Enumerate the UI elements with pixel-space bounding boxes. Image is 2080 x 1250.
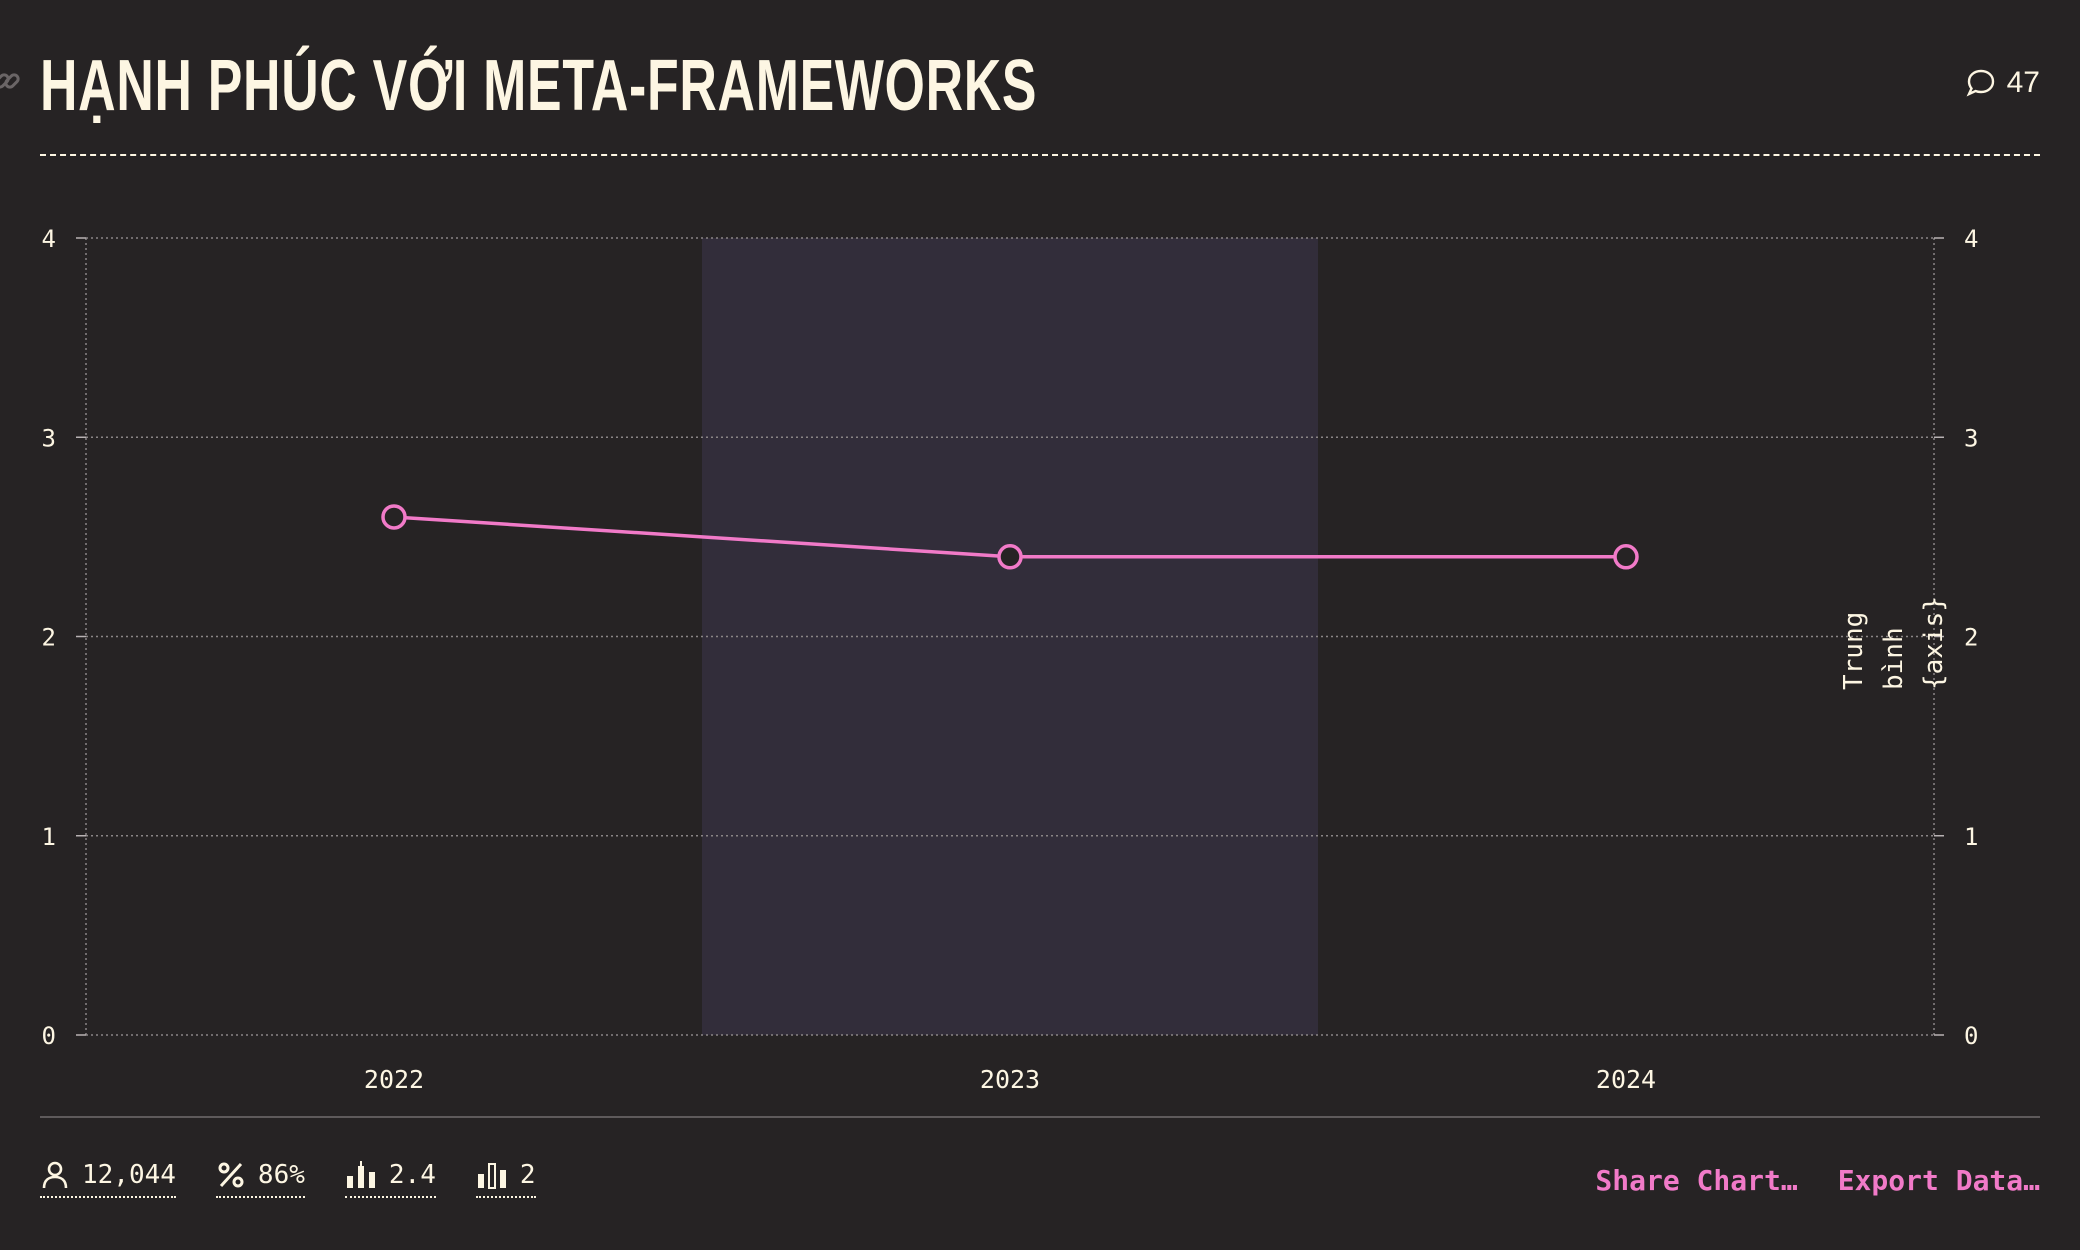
y-tick-label-left: 4 — [42, 225, 56, 253]
comment-icon — [1965, 67, 1997, 99]
chart-actions: Share Chart… Export Data… — [1595, 1164, 2040, 1197]
y-tick-label-right: 0 — [1964, 1022, 1978, 1050]
person-icon — [40, 1160, 70, 1190]
comment-count: 47 — [2006, 66, 2040, 99]
right-axis-title: {axis} — [1919, 596, 1949, 690]
bar-median-icon — [476, 1160, 508, 1190]
y-tick-label-left: 2 — [42, 624, 56, 652]
title-divider — [40, 154, 2040, 156]
highlight-band — [702, 238, 1318, 1035]
bar-mean-icon — [345, 1160, 377, 1190]
y-tick-label-left: 3 — [42, 424, 56, 452]
stats-bar: 12,044 86% 2.4 — [40, 1160, 536, 1198]
stat-value: 2.4 — [388, 1160, 436, 1190]
y-tick-label-right: 4 — [1964, 225, 1978, 253]
share-chart-button[interactable]: Share Chart… — [1595, 1164, 1798, 1197]
stat-mean[interactable]: 2.4 — [344, 1160, 436, 1198]
right-axis-title: bình — [1879, 627, 1909, 690]
x-tick-label: 2024 — [1596, 1065, 1656, 1094]
y-tick-label-left: 0 — [42, 1022, 56, 1050]
link-icon[interactable] — [0, 66, 22, 96]
data-point — [381, 504, 407, 530]
stat-value: 12,044 — [82, 1160, 176, 1190]
y-tick-label-right: 1 — [1964, 823, 1978, 851]
stat-respondents[interactable]: 12,044 — [40, 1160, 176, 1198]
stat-value: 86% — [257, 1160, 305, 1190]
export-data-button[interactable]: Export Data… — [1837, 1164, 2040, 1197]
x-tick-label: 2023 — [980, 1065, 1040, 1094]
footer-divider — [40, 1116, 2040, 1118]
y-tick-label-right: 3 — [1964, 424, 1978, 452]
percent-icon — [216, 1160, 246, 1190]
comments-button[interactable]: 47 — [1965, 66, 2040, 100]
data-point — [1613, 544, 1639, 570]
stat-value: 2 — [519, 1160, 536, 1190]
data-point — [997, 544, 1023, 570]
y-tick-label-left: 1 — [42, 823, 56, 851]
chart-title: Hạnh phúc với Meta-frameworks — [40, 46, 1038, 126]
right-axis-title: Trung — [1839, 612, 1869, 690]
stat-median[interactable]: 2 — [475, 1160, 536, 1198]
y-tick-label-right: 2 — [1964, 624, 1978, 652]
x-tick-label: 2022 — [364, 1065, 424, 1094]
stat-percentage[interactable]: 86% — [215, 1160, 305, 1198]
